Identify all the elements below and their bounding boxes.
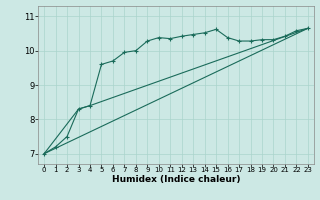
- X-axis label: Humidex (Indice chaleur): Humidex (Indice chaleur): [112, 175, 240, 184]
